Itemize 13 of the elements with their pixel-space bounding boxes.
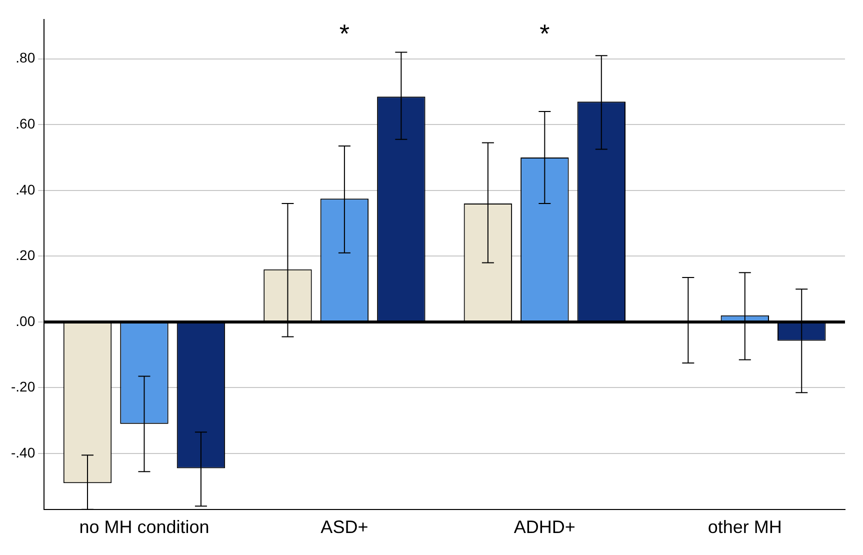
x-tick-label: ADHD+ — [514, 517, 576, 538]
y-tick-label: .40 — [16, 181, 36, 198]
y-tick-label: .00 — [16, 312, 36, 329]
y-tick-label: -.20 — [11, 378, 36, 395]
y-tick-label: .80 — [16, 50, 36, 66]
annotation: * — [540, 18, 550, 49]
annotation: * — [339, 18, 350, 49]
x-tick-label: other MH — [708, 517, 782, 538]
y-tick-label: -.40 — [11, 444, 36, 460]
x-tick-label: no MH condition — [79, 517, 210, 538]
y-tick-label: .60 — [16, 115, 36, 132]
x-tick-label: ASD+ — [320, 517, 368, 538]
y-tick-label: .20 — [16, 247, 36, 264]
